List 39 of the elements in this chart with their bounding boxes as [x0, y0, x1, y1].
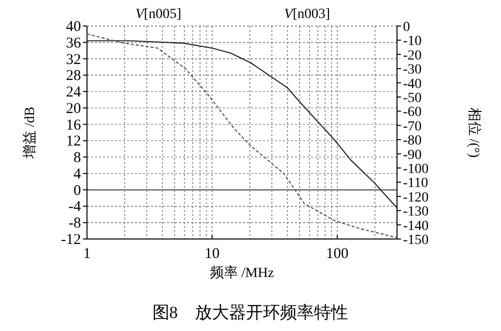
y-tick-label: 8: [74, 150, 81, 166]
series-label: V[n005]: [135, 7, 182, 22]
y-tick-label: 20: [66, 100, 81, 117]
y2-tick-label: -150: [403, 233, 429, 248]
x-tick-label: 1: [83, 246, 91, 262]
y-axis-title: 增益 /dB: [22, 106, 38, 160]
y2-tick-label: -120: [403, 190, 429, 206]
y-tick-label: 12: [66, 134, 81, 150]
y2-tick-label: -70: [403, 119, 422, 134]
y-tick-label: 4: [74, 166, 82, 182]
y2-tick-label: -130: [403, 204, 429, 220]
y-tick-label: 0: [74, 182, 81, 199]
text: 图8 放大器开环频率特性: [152, 303, 348, 322]
y-tick-label: 36: [66, 35, 82, 52]
y-tick-label: 40: [66, 19, 81, 35]
y2-tick-label: -20: [403, 48, 422, 64]
x-axis-title: 频率 /MHz: [210, 265, 274, 281]
y2-tick-label: -100: [403, 162, 429, 177]
y-tick-label: -12: [61, 232, 81, 248]
y-tick-label: 16: [66, 117, 82, 134]
y2-tick-label: -50: [403, 91, 422, 106]
y2-tick-label: -140: [403, 218, 429, 234]
y2-tick-label: -110: [403, 176, 428, 192]
y2-tick-label: -40: [403, 76, 422, 92]
y2-tick-label: -90: [403, 148, 422, 163]
y2-tick-label: -30: [403, 62, 422, 78]
y2-tick-label: -80: [403, 134, 422, 149]
y-tick-label: 28: [66, 68, 81, 84]
y2-tick-label: -10: [403, 34, 422, 50]
y-tick-label: -8: [68, 216, 81, 232]
x-tick-label: 100: [326, 246, 349, 262]
y2-tick-label: -60: [403, 105, 422, 120]
y-tick-label: -4: [68, 199, 82, 216]
text: V[n003]: [284, 7, 330, 22]
y2-tick-label: 0: [403, 20, 410, 35]
y-tick-label: 32: [66, 52, 81, 68]
x-tick-label: 10: [204, 246, 220, 262]
y2-axis-title: 相位 /(°): [466, 107, 482, 158]
y-tick-label: 24: [66, 84, 82, 101]
